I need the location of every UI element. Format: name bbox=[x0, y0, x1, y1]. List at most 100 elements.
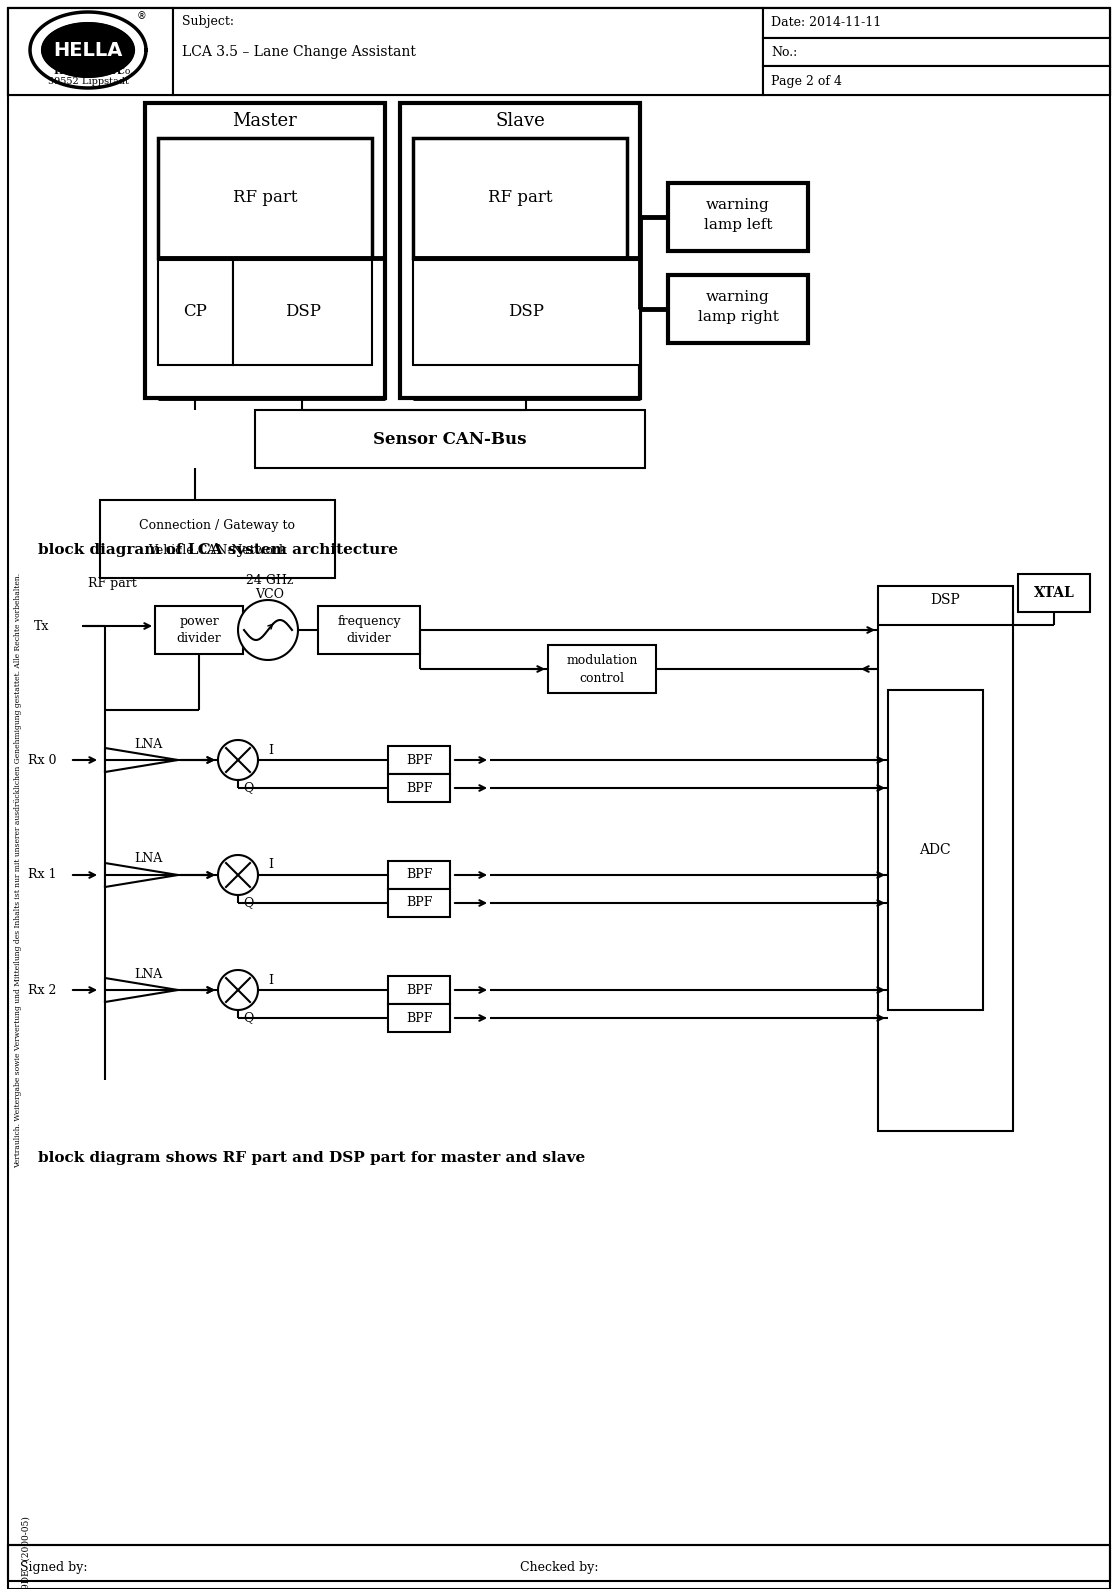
Text: CP: CP bbox=[183, 303, 207, 321]
Text: Hueck & Co.: Hueck & Co. bbox=[42, 67, 133, 76]
Polygon shape bbox=[105, 977, 178, 1003]
Text: LNA: LNA bbox=[134, 737, 162, 750]
Bar bbox=[548, 645, 656, 693]
Text: DSP: DSP bbox=[508, 303, 544, 321]
Bar bbox=[388, 774, 451, 802]
Polygon shape bbox=[218, 855, 258, 895]
Text: Vehicle CAN-Network: Vehicle CAN-Network bbox=[148, 543, 286, 556]
Text: warning: warning bbox=[707, 199, 770, 211]
Polygon shape bbox=[218, 740, 258, 780]
Text: Subject:: Subject: bbox=[182, 16, 234, 29]
Text: lamp left: lamp left bbox=[703, 218, 773, 232]
Bar bbox=[318, 605, 420, 655]
Text: warning: warning bbox=[707, 291, 770, 303]
Bar bbox=[388, 1004, 451, 1031]
Text: Hella 3399DE   (2000-05): Hella 3399DE (2000-05) bbox=[22, 1516, 31, 1589]
Text: Page 2 of 4: Page 2 of 4 bbox=[771, 75, 842, 87]
Text: divider: divider bbox=[177, 632, 221, 645]
Bar bbox=[762, 38, 1110, 67]
Text: Slave: Slave bbox=[495, 111, 544, 130]
Text: block diagram of LCA system architecture: block diagram of LCA system architecture bbox=[38, 543, 398, 558]
Text: modulation: modulation bbox=[567, 655, 637, 667]
Text: 59552 Lippstadt: 59552 Lippstadt bbox=[48, 78, 129, 86]
Text: control: control bbox=[579, 672, 625, 685]
Bar bbox=[1018, 574, 1090, 612]
Bar bbox=[255, 410, 645, 469]
Bar bbox=[145, 103, 385, 397]
Bar bbox=[388, 745, 451, 774]
Bar bbox=[667, 275, 808, 343]
Text: HELLA: HELLA bbox=[54, 40, 123, 59]
Bar bbox=[233, 261, 372, 365]
Bar bbox=[762, 67, 1110, 95]
Bar bbox=[388, 888, 451, 917]
Bar bbox=[400, 103, 639, 397]
Bar bbox=[8, 8, 1110, 95]
Bar bbox=[413, 261, 639, 365]
Bar bbox=[878, 586, 1013, 1131]
Text: Master: Master bbox=[233, 111, 297, 130]
Text: RF part: RF part bbox=[233, 189, 297, 207]
Polygon shape bbox=[218, 969, 258, 1011]
Text: LNA: LNA bbox=[134, 968, 162, 980]
Text: LNA: LNA bbox=[134, 853, 162, 866]
Text: BPF: BPF bbox=[406, 1012, 433, 1025]
Text: Rx 1: Rx 1 bbox=[28, 869, 56, 882]
Text: VCO: VCO bbox=[256, 588, 284, 601]
Text: block diagram shows RF part and DSP part for master and slave: block diagram shows RF part and DSP part… bbox=[38, 1150, 585, 1165]
Text: Vertraulich. Weitergabe sowie Verwertung und Mitteilung des Inhalts ist nur mit : Vertraulich. Weitergabe sowie Verwertung… bbox=[15, 572, 22, 1168]
Bar bbox=[388, 976, 451, 1004]
Text: XTAL: XTAL bbox=[1034, 586, 1074, 601]
Text: BPF: BPF bbox=[406, 984, 433, 996]
Text: Hella KGaA: Hella KGaA bbox=[55, 67, 122, 76]
Text: DSP: DSP bbox=[930, 593, 960, 607]
Text: ADC: ADC bbox=[919, 844, 950, 856]
Text: frequency: frequency bbox=[338, 615, 401, 629]
Text: divider: divider bbox=[347, 632, 391, 645]
Text: RF part: RF part bbox=[88, 577, 136, 590]
Bar bbox=[388, 861, 451, 888]
Bar bbox=[762, 8, 1110, 38]
Text: lamp right: lamp right bbox=[698, 310, 778, 324]
Text: BPF: BPF bbox=[406, 782, 433, 794]
Bar bbox=[413, 138, 627, 257]
Text: I: I bbox=[268, 744, 273, 756]
Text: Rx 0: Rx 0 bbox=[28, 753, 56, 766]
Bar bbox=[158, 138, 372, 257]
Bar bbox=[100, 501, 335, 578]
Text: Tx: Tx bbox=[35, 620, 49, 632]
Bar bbox=[155, 605, 243, 655]
Text: BPF: BPF bbox=[406, 896, 433, 909]
Text: DSP: DSP bbox=[285, 303, 321, 321]
Polygon shape bbox=[105, 863, 178, 887]
Polygon shape bbox=[42, 22, 134, 76]
Bar bbox=[667, 183, 808, 251]
Text: BPF: BPF bbox=[406, 869, 433, 882]
Text: Checked by:: Checked by: bbox=[520, 1560, 598, 1573]
Bar bbox=[158, 261, 233, 365]
Text: Connection / Gateway to: Connection / Gateway to bbox=[139, 520, 295, 532]
Bar bbox=[173, 8, 762, 95]
Text: Rx 2: Rx 2 bbox=[28, 984, 56, 996]
Text: I: I bbox=[268, 858, 273, 871]
Text: Sensor CAN-Bus: Sensor CAN-Bus bbox=[373, 431, 527, 448]
Text: Q: Q bbox=[243, 1012, 254, 1025]
Bar bbox=[8, 8, 173, 95]
Text: ®: ® bbox=[138, 11, 146, 21]
Text: Date: 2014-11-11: Date: 2014-11-11 bbox=[771, 16, 881, 30]
Text: Q: Q bbox=[243, 896, 254, 909]
Polygon shape bbox=[105, 748, 178, 772]
Text: LCA 3.5 – Lane Change Assistant: LCA 3.5 – Lane Change Assistant bbox=[182, 44, 416, 59]
Polygon shape bbox=[238, 601, 299, 659]
Text: BPF: BPF bbox=[406, 753, 433, 766]
Text: No.:: No.: bbox=[771, 46, 797, 59]
Text: Q: Q bbox=[243, 782, 254, 794]
Text: power: power bbox=[179, 615, 219, 629]
Text: 24 GHz: 24 GHz bbox=[246, 575, 294, 588]
Bar bbox=[8, 1545, 1110, 1589]
Bar bbox=[888, 690, 983, 1011]
Text: Signed by:: Signed by: bbox=[20, 1560, 87, 1573]
Text: RF part: RF part bbox=[487, 189, 552, 207]
Polygon shape bbox=[30, 13, 146, 87]
Text: I: I bbox=[268, 974, 273, 987]
